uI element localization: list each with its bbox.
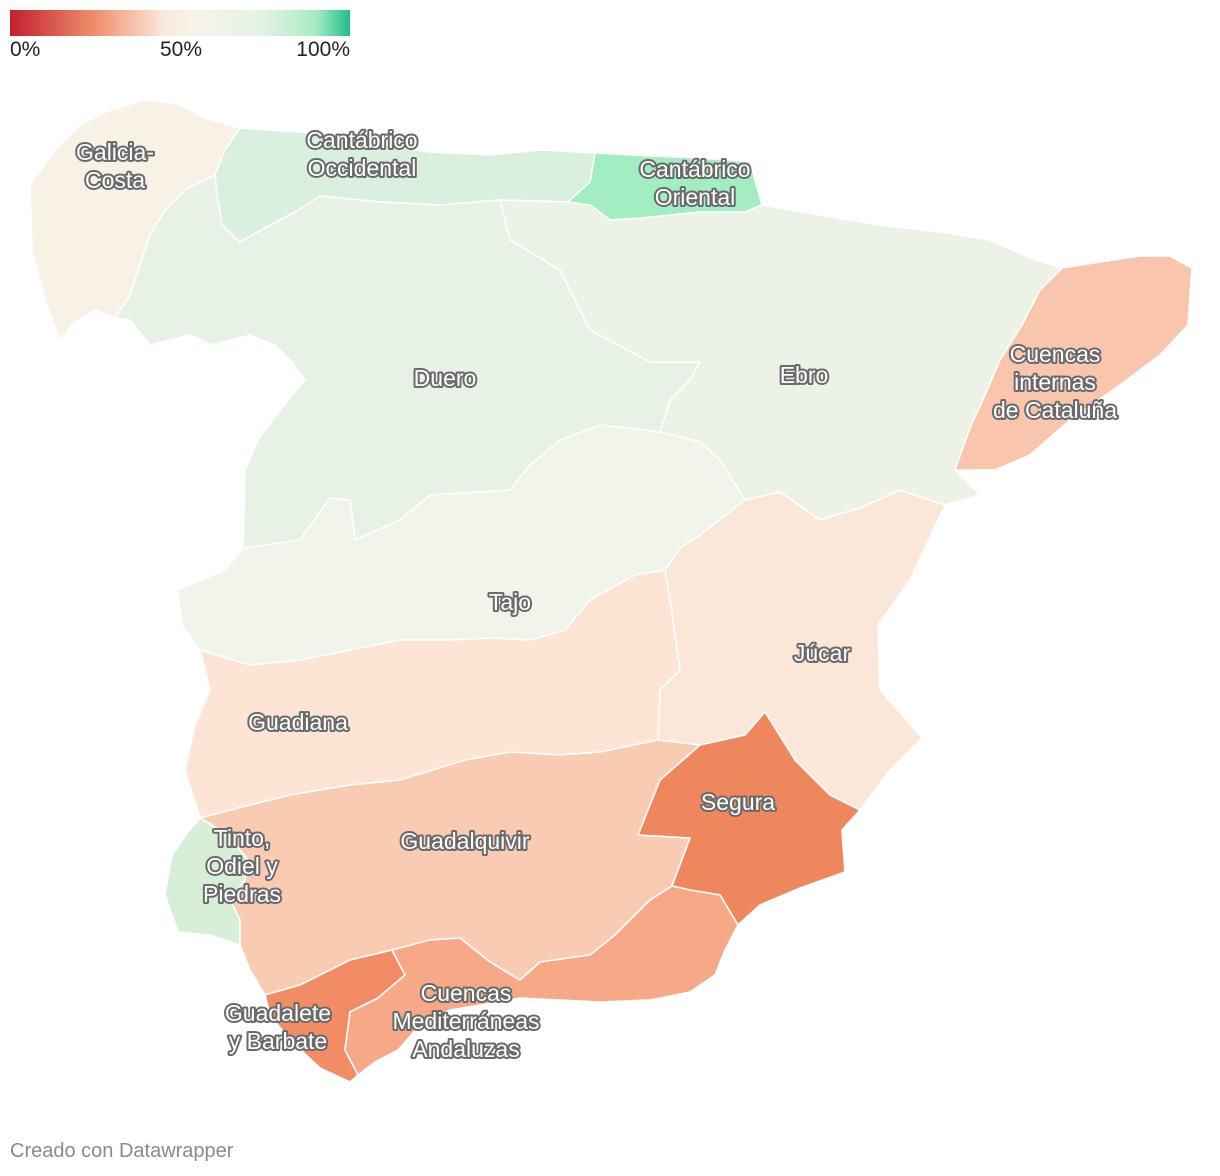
label-line: y Barbate [229, 1028, 327, 1054]
label-line: Guadalete [225, 1000, 331, 1026]
legend-tick-max: 100% [296, 38, 350, 61]
label-line: Cantábrico [306, 127, 417, 153]
label-cataluna: Cuencas internas de Cataluña [993, 341, 1117, 423]
legend-ticks: 0% 50% 100% [10, 36, 350, 64]
label-galicia-costa: Galicia-Costa [76, 139, 154, 193]
label-line: Tinto, [214, 825, 271, 851]
label-cantabrico-occidental: Cantábrico Occidental [306, 127, 417, 181]
label-line: Costa [85, 167, 145, 193]
label-line: Segura [701, 789, 775, 815]
label-line: de Cataluña [993, 397, 1117, 423]
label-ebro: Ebro [780, 362, 829, 388]
label-line: Andaluzas [412, 1036, 519, 1062]
label-line: Duero [414, 365, 477, 391]
label-tinto-odiel-piedras: Tinto, Odiel y Piedras [203, 825, 281, 907]
label-segura: Segura [701, 789, 775, 815]
label-cantabrico-oriental: Cantábrico Oriental [639, 156, 750, 210]
label-line: internas [1014, 369, 1096, 395]
label-line: Ebro [780, 362, 829, 388]
label-guadalquivir: Guadalquivir [400, 828, 529, 854]
label-duero: Duero [414, 365, 477, 391]
legend-tick-min: 0% [10, 38, 41, 61]
label-line: Occidental [308, 155, 417, 181]
label-line: Oriental [655, 184, 736, 210]
spain-basins-map: Galicia-Costa Cantábrico Occidental Cantá… [29, 99, 1193, 1083]
label-line: Júcar [794, 640, 851, 666]
region-cataluna[interactable] [954, 255, 1193, 471]
label-guadalete-barbate: Guadalete y Barbate [225, 1000, 331, 1054]
color-legend: 0% 50% 100% [10, 10, 350, 64]
label-line: Cantábrico [639, 156, 750, 182]
label-line: Mediterráneas [392, 1008, 539, 1034]
label-line: Tajo [489, 589, 531, 615]
datawrapper-credit: Creado con Datawrapper [10, 1140, 234, 1162]
label-guadiana: Guadiana [248, 709, 348, 735]
region-segura[interactable] [637, 711, 861, 926]
label-jucar: Júcar [794, 640, 851, 666]
label-mediterraneas-andaluzas: Cuencas Mediterráneas Andaluzas [392, 980, 539, 1062]
label-line: Galicia- [76, 139, 154, 165]
legend-tick-mid: 50% [160, 38, 203, 61]
label-line: Piedras [203, 881, 281, 907]
legend-gradient-bar [10, 10, 350, 36]
label-line: Cuencas [1010, 341, 1101, 367]
label-line: Cuencas [421, 980, 512, 1006]
region-tinto-odiel-piedras[interactable] [164, 817, 249, 946]
label-line: Odiel y [206, 853, 278, 879]
region-mediterraneas-andaluzas[interactable] [344, 885, 739, 1076]
label-tajo: Tajo [489, 589, 531, 615]
label-line: Guadiana [248, 709, 348, 735]
label-line: Guadalquivir [400, 828, 529, 854]
